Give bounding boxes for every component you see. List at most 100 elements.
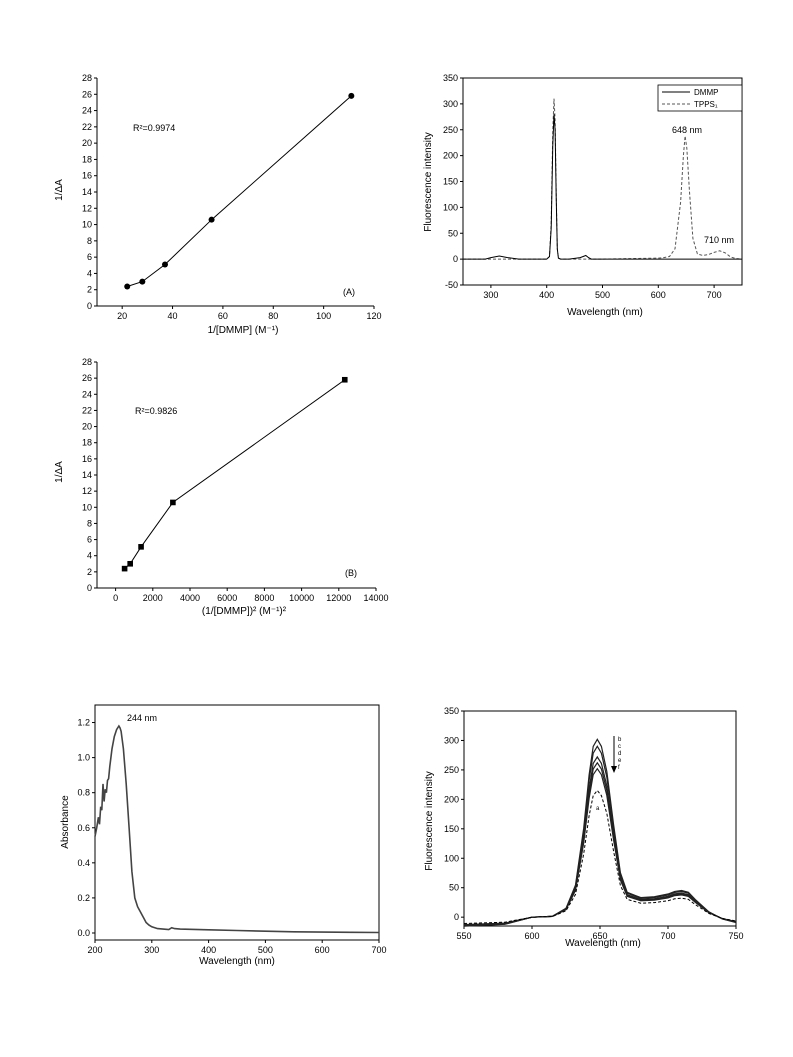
panel-a-x-tick-label: 20 — [117, 311, 127, 321]
panel-a-r2-annotation: R²=0.9974 — [133, 123, 175, 133]
panel-e-curve-label-b: b — [618, 737, 622, 743]
panel-e-x-tick-label: 550 — [456, 931, 471, 941]
panel-c-peak-648-annotation: 648 nm — [672, 125, 702, 135]
panel-a-y-tick-label: 4 — [87, 268, 92, 278]
panel-a-y-tick-label: 24 — [82, 106, 92, 116]
panel-e-x-tick-label: 600 — [524, 931, 539, 941]
panel-b-y-tick-label: 26 — [82, 373, 92, 383]
panel-a-data-point — [348, 92, 355, 99]
panel-a-y-axis-label: 1/ΔA — [54, 179, 65, 201]
panel-b-data-point — [138, 544, 144, 550]
panel-c-series-dmmp-line — [463, 114, 742, 260]
panel-b-x-tick-label: 8000 — [254, 593, 274, 603]
panel-c-y-axis-label: Fluorescence intensity — [423, 132, 434, 232]
panel-c-x-tick-label: 400 — [539, 290, 554, 300]
panel-a-y-tick-label: 0 — [87, 301, 92, 311]
panel-c-y-tick-label: 150 — [443, 177, 458, 187]
panel-b-x-axis-label: (1/[DMMP])² (M⁻¹)² — [202, 606, 287, 617]
panel-b-y-tick-label: 2 — [87, 567, 92, 577]
panel-c-series-tpps-line — [463, 98, 743, 260]
panel-a-y-tick-label: 14 — [82, 187, 92, 197]
panel-e-y-tick-label: 150 — [444, 824, 459, 834]
panel-d-x-axis-label: Wavelength (nm) — [199, 956, 275, 967]
panel-c-x-tick-label: 300 — [483, 290, 498, 300]
panel-c-legend: DMMP TPPS₁ — [657, 84, 743, 112]
panel-b-x-tick-label: 10000 — [289, 593, 314, 603]
panel-b-y-tick-label: 20 — [82, 422, 92, 432]
panel-a-x-tick-label: 80 — [268, 311, 278, 321]
panel-b-y-tick-label: 6 — [87, 535, 92, 545]
panel-b-data-point — [341, 376, 348, 383]
panel-a-y-tick-label: 26 — [82, 89, 92, 99]
panel-e-y-tick-label: 350 — [444, 706, 459, 716]
panel-c-y-tick-label: 250 — [443, 125, 458, 135]
panel-a-x-axis-label: 1/[DMMP] (M⁻¹) — [208, 325, 279, 336]
panel-e-curve-label-a: a — [596, 806, 600, 812]
panel-a-x-tick-label: 100 — [316, 311, 331, 321]
panel-a-y-tick-label: 16 — [82, 171, 92, 181]
panel-a-y-tick-label: 10 — [82, 220, 92, 230]
panel-a-y-tick-label: 22 — [82, 122, 92, 132]
panel-d-peak-annotation: 244 nm — [127, 713, 157, 723]
panel-c-y-tick-label: 100 — [443, 202, 458, 212]
panel-c-x-axis-label: Wavelength (nm) — [567, 307, 643, 318]
panel-b-y-tick-label: 12 — [82, 486, 92, 496]
panel-a-y-tick-label: 18 — [82, 154, 92, 164]
panel-a-x-tick-label: 60 — [218, 311, 228, 321]
panel-b-y-tick-label: 16 — [82, 454, 92, 464]
panel-a-y-tick-label: 12 — [82, 203, 92, 213]
panel-e-y-tick-label: 300 — [444, 735, 459, 745]
panel-e-curve-label-f: f — [618, 765, 620, 771]
panel-e-y-tick-label: 250 — [444, 765, 459, 775]
panel-c-x-tick-label: 500 — [595, 290, 610, 300]
panel-e-y-tick-label: 200 — [444, 794, 459, 804]
panel-e-y-tick-label: 100 — [444, 853, 459, 863]
panel-e-y-axis-label: Fluorescence intensity — [424, 771, 435, 871]
panel-d-y-axis-label: Absorbance — [60, 795, 71, 849]
panel-c-y-tick-label: 50 — [448, 228, 458, 238]
panel-b-x-tick-label: 14000 — [363, 593, 388, 603]
panel-b-data-point — [127, 560, 133, 567]
panel-d-y-tick-label: 1.0 — [77, 753, 90, 763]
panel-a-data-point — [161, 261, 168, 268]
panel-c-y-tick-label: 0 — [453, 254, 458, 264]
panel-a-data-point — [124, 283, 131, 290]
panel-b-x-tick-label: 4000 — [180, 593, 200, 603]
panel-b-x-tick-label: 2000 — [143, 593, 163, 603]
panel-e-curve-label-d: d — [618, 751, 621, 757]
panel-d-y-tick-label: 0.0 — [77, 928, 90, 938]
panel-c-y-tick-label: 200 — [443, 151, 458, 161]
panel-d-y-tick-label: 0.6 — [77, 823, 90, 833]
panel-c-peak-710-annotation: 710 nm — [704, 235, 734, 245]
panel-d: 200 300 400 500 600 7000.00.20.40.60.81.01.2 … — [60, 704, 387, 967]
panel-a-y-tick-label: 28 — [82, 73, 92, 83]
panel-a-label: (A) — [343, 287, 355, 297]
panel-c-x-tick-label: 600 — [651, 290, 666, 300]
panel-b-x-tick-label: 12000 — [326, 593, 351, 603]
panel-d-x-tick-label: 200 — [87, 945, 102, 955]
panel-d-frame — [94, 704, 380, 941]
panel-a-y-tick-label: 6 — [87, 252, 92, 262]
panel-b-x-tick-label: 0 — [113, 593, 118, 603]
panel-b-y-tick-label: 10 — [82, 502, 92, 512]
panel-b-label: (B) — [345, 568, 357, 578]
legend-dmmp-label: DMMP — [694, 88, 718, 97]
panel-a-y-tick-label: 2 — [87, 285, 92, 295]
panel-e-y-tick-label: 0 — [454, 912, 459, 922]
panel-e-x-axis-label: Wavelength (nm) — [565, 938, 641, 949]
panel-c-x-tick-label: 700 — [707, 290, 722, 300]
panel-d-absorbance-line — [94, 724, 380, 934]
panel-b-y-axis-label: 1/ΔA — [54, 461, 65, 483]
panel-d-x-tick-label: 300 — [144, 945, 159, 955]
panel-b-data-point — [170, 499, 176, 506]
panel-b-x-tick-label: 6000 — [217, 593, 237, 603]
panel-e: 550 600 650 700 750 0 50 100 150 200 250 300 350 b c… — [424, 706, 744, 949]
panel-b-y-tick-label: 24 — [82, 389, 92, 399]
panel-a-data-point — [208, 216, 215, 223]
panel-e-trend-arrow — [611, 736, 617, 773]
panel-b-r2-annotation: R²=0.9826 — [135, 406, 177, 416]
legend-tpps-label: TPPS₁ — [694, 100, 718, 109]
panel-b-y-tick-label: 18 — [82, 438, 92, 448]
panel-e-x-tick-label: 700 — [660, 931, 675, 941]
